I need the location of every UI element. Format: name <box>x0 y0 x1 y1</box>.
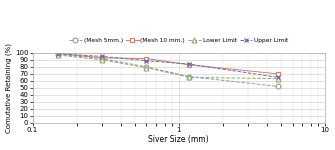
Lower Limit <box>276 78 280 80</box>
Line: (Mesh 5mm.): (Mesh 5mm.) <box>56 52 280 89</box>
Upper Limit <box>100 56 104 57</box>
Line: (Mesh 10 mm.): (Mesh 10 mm.) <box>56 51 280 76</box>
Lower Limit <box>100 59 104 61</box>
X-axis label: Siver Size (mm): Siver Size (mm) <box>148 135 209 144</box>
Upper Limit <box>144 60 148 61</box>
(Mesh 5mm.) <box>100 58 104 59</box>
(Mesh 10 mm.) <box>144 58 148 59</box>
Y-axis label: Comutative Retaining (%): Comutative Retaining (%) <box>6 43 12 133</box>
Lower Limit <box>56 54 60 56</box>
(Mesh 10 mm.) <box>56 53 60 55</box>
Lower Limit <box>187 76 191 78</box>
(Mesh 5mm.) <box>144 66 148 68</box>
Line: Lower Limit: Lower Limit <box>56 53 280 81</box>
Line: Upper Limit: Upper Limit <box>56 51 280 80</box>
(Mesh 10 mm.) <box>276 73 280 75</box>
Upper Limit <box>276 76 280 78</box>
(Mesh 5mm.) <box>56 53 60 55</box>
(Mesh 5mm.) <box>187 76 191 78</box>
Upper Limit <box>187 63 191 65</box>
Lower Limit <box>144 67 148 69</box>
Legend: (Mesh 5mm.), (Mesh 10 mm.), Lower Limit, Upper Limit: (Mesh 5mm.), (Mesh 10 mm.), Lower Limit,… <box>68 36 289 44</box>
(Mesh 5mm.) <box>276 85 280 87</box>
(Mesh 10 mm.) <box>187 64 191 66</box>
Upper Limit <box>56 53 60 55</box>
(Mesh 10 mm.) <box>100 57 104 59</box>
